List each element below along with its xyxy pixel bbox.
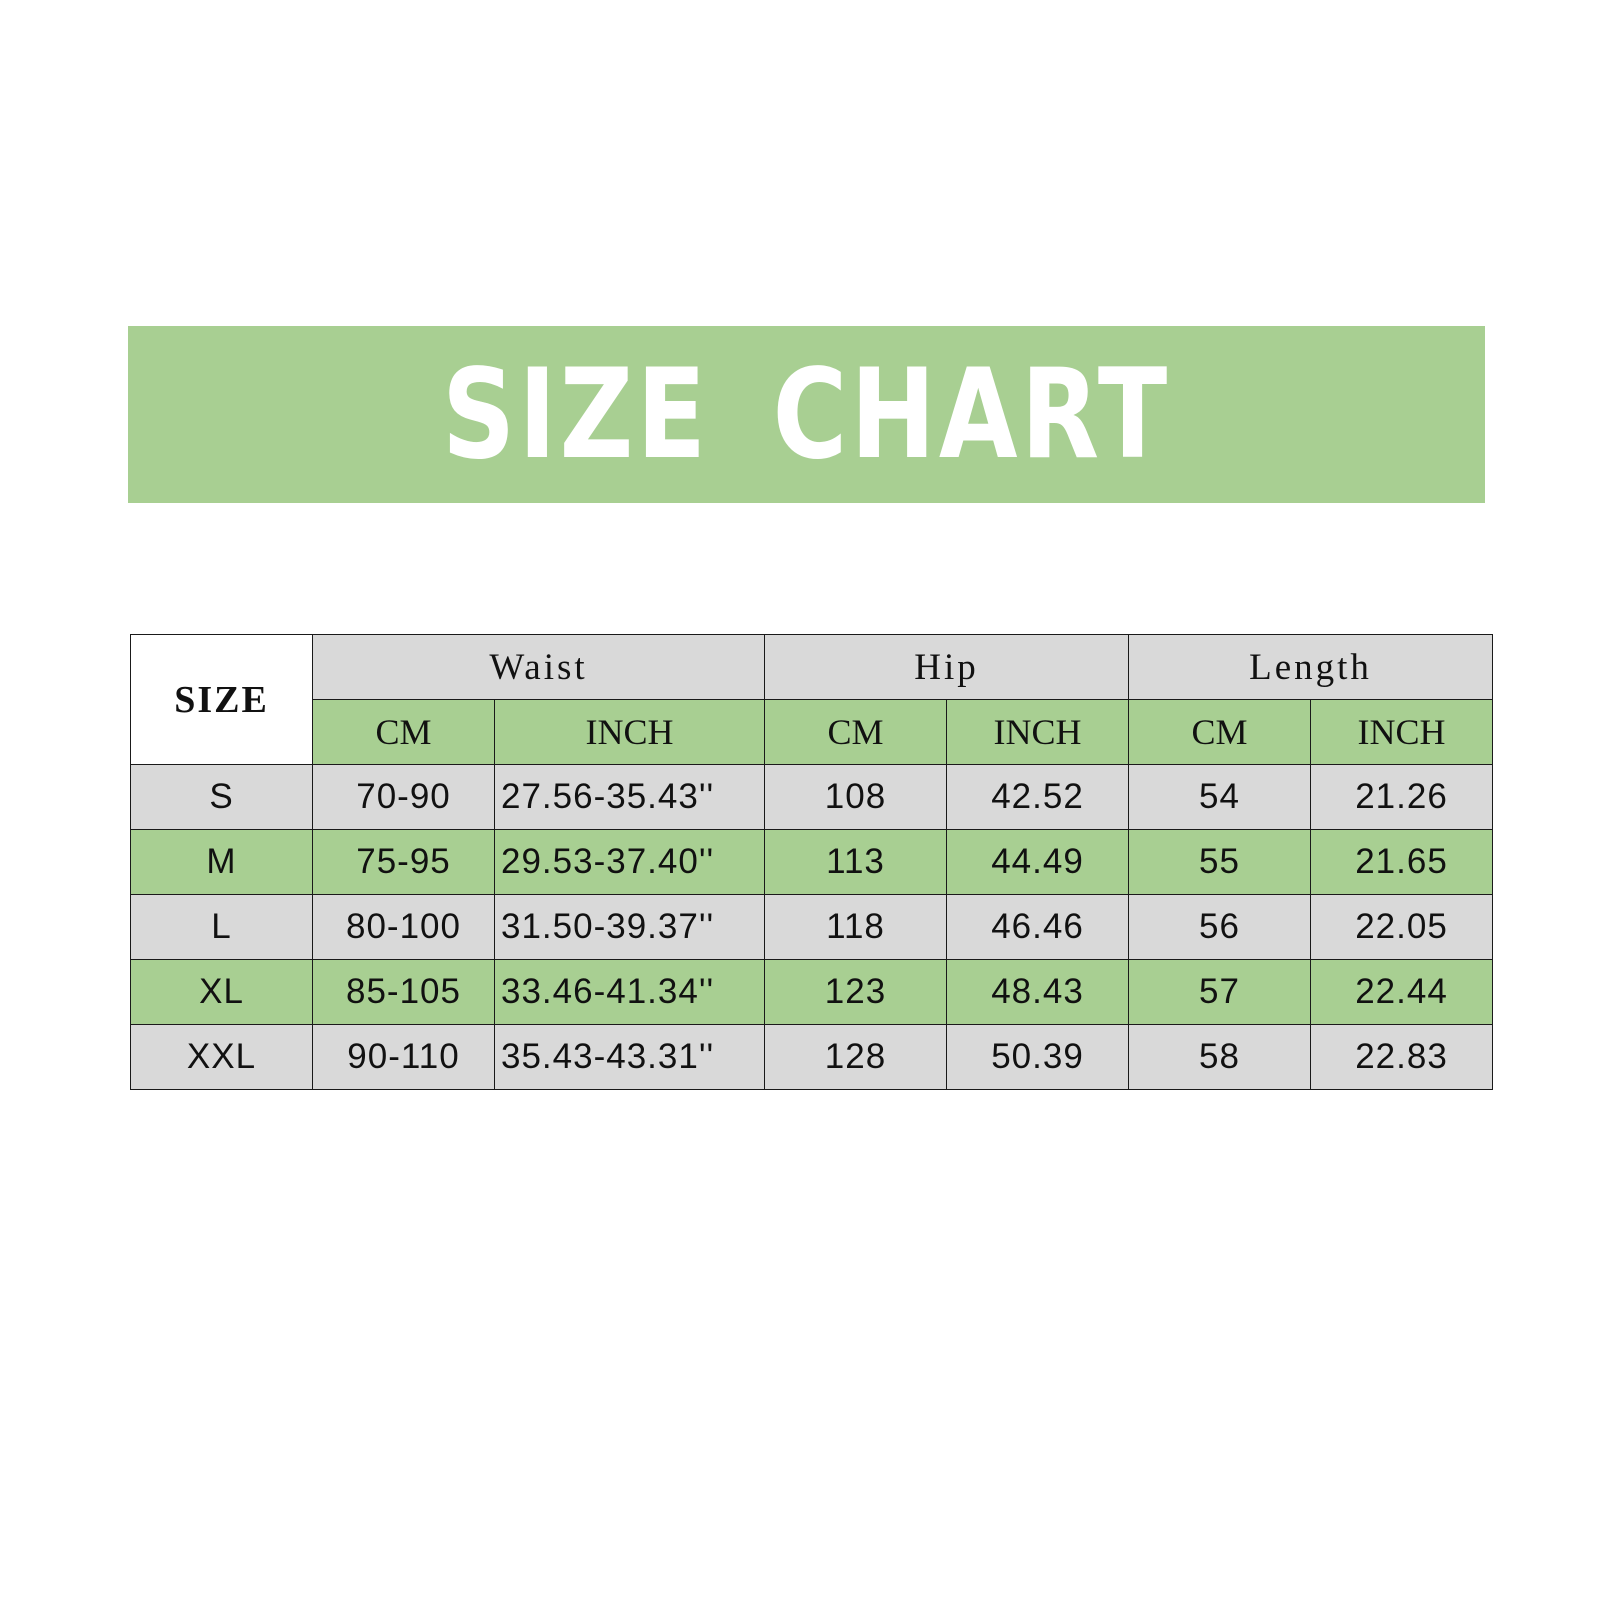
length-inch-cell: 22.83	[1310, 1024, 1493, 1090]
hip-header: Hip	[764, 634, 1129, 700]
length-inch-cell: 22.44	[1310, 959, 1493, 1025]
waist-inch-cell: 33.46-41.34''	[494, 959, 765, 1025]
length-inch-cell: 22.05	[1310, 894, 1493, 960]
hip-cm-cell: 123	[764, 959, 947, 1025]
waist-cm-cell: 70-90	[312, 764, 495, 830]
waist-inch-cell: 29.53-37.40''	[494, 829, 765, 895]
size-cell: S	[130, 764, 313, 830]
hip-inch-cell: 48.43	[946, 959, 1129, 1025]
length-inch-header: INCH	[1310, 699, 1493, 765]
size-cell: M	[130, 829, 313, 895]
unit-header-row: CM INCH CM INCH CM INCH	[131, 699, 1493, 765]
waist-inch-cell: 31.50-39.37''	[494, 894, 765, 960]
waist-inch-header: INCH	[494, 699, 765, 765]
hip-inch-header: INCH	[946, 699, 1129, 765]
size-cell: XXL	[130, 1024, 313, 1090]
length-inch-cell: 21.26	[1310, 764, 1493, 830]
size-table: SIZE Waist Hip Length CM INCH CM INCH CM…	[130, 634, 1493, 1090]
hip-cm-cell: 108	[764, 764, 947, 830]
length-cm-header: CM	[1128, 699, 1311, 765]
hip-cm-cell: 113	[764, 829, 947, 895]
group-header-row: SIZE Waist Hip Length	[130, 634, 1493, 765]
banner-title: SIZE CHART	[442, 342, 1171, 487]
waist-cm-cell: 90-110	[312, 1024, 495, 1090]
table-row: S 70-90 27.56-35.43'' 108 42.52 54 21.26	[130, 764, 1493, 830]
length-cm-cell: 57	[1128, 959, 1311, 1025]
waist-cm-header: CM	[312, 699, 495, 765]
size-cell: XL	[130, 959, 313, 1025]
length-cm-cell: 58	[1128, 1024, 1311, 1090]
hip-cm-cell: 118	[764, 894, 947, 960]
waist-cm-cell: 80-100	[312, 894, 495, 960]
length-cm-cell: 55	[1128, 829, 1311, 895]
table-row: L 80-100 31.50-39.37'' 118 46.46 56 22.0…	[130, 894, 1493, 960]
waist-inch-cell: 27.56-35.43''	[494, 764, 765, 830]
hip-inch-cell: 44.49	[946, 829, 1129, 895]
length-inch-cell: 21.65	[1310, 829, 1493, 895]
length-cm-cell: 54	[1128, 764, 1311, 830]
table-row: XXL 90-110 35.43-43.31'' 128 50.39 58 22…	[130, 1024, 1493, 1090]
hip-inch-cell: 42.52	[946, 764, 1129, 830]
size-chart-banner: SIZE CHART	[128, 326, 1485, 503]
hip-inch-cell: 46.46	[946, 894, 1129, 960]
length-cm-cell: 56	[1128, 894, 1311, 960]
waist-inch-cell: 35.43-43.31''	[494, 1024, 765, 1090]
size-cell: L	[130, 894, 313, 960]
length-header: Length	[1128, 634, 1493, 700]
waist-header: Waist	[312, 634, 765, 700]
hip-cm-cell: 128	[764, 1024, 947, 1090]
table-row: XL 85-105 33.46-41.34'' 123 48.43 57 22.…	[130, 959, 1493, 1025]
size-corner-header: SIZE	[130, 634, 313, 765]
waist-cm-cell: 85-105	[312, 959, 495, 1025]
table-row: M 75-95 29.53-37.40'' 113 44.49 55 21.65	[130, 829, 1493, 895]
hip-cm-header: CM	[764, 699, 947, 765]
hip-inch-cell: 50.39	[946, 1024, 1129, 1090]
waist-cm-cell: 75-95	[312, 829, 495, 895]
